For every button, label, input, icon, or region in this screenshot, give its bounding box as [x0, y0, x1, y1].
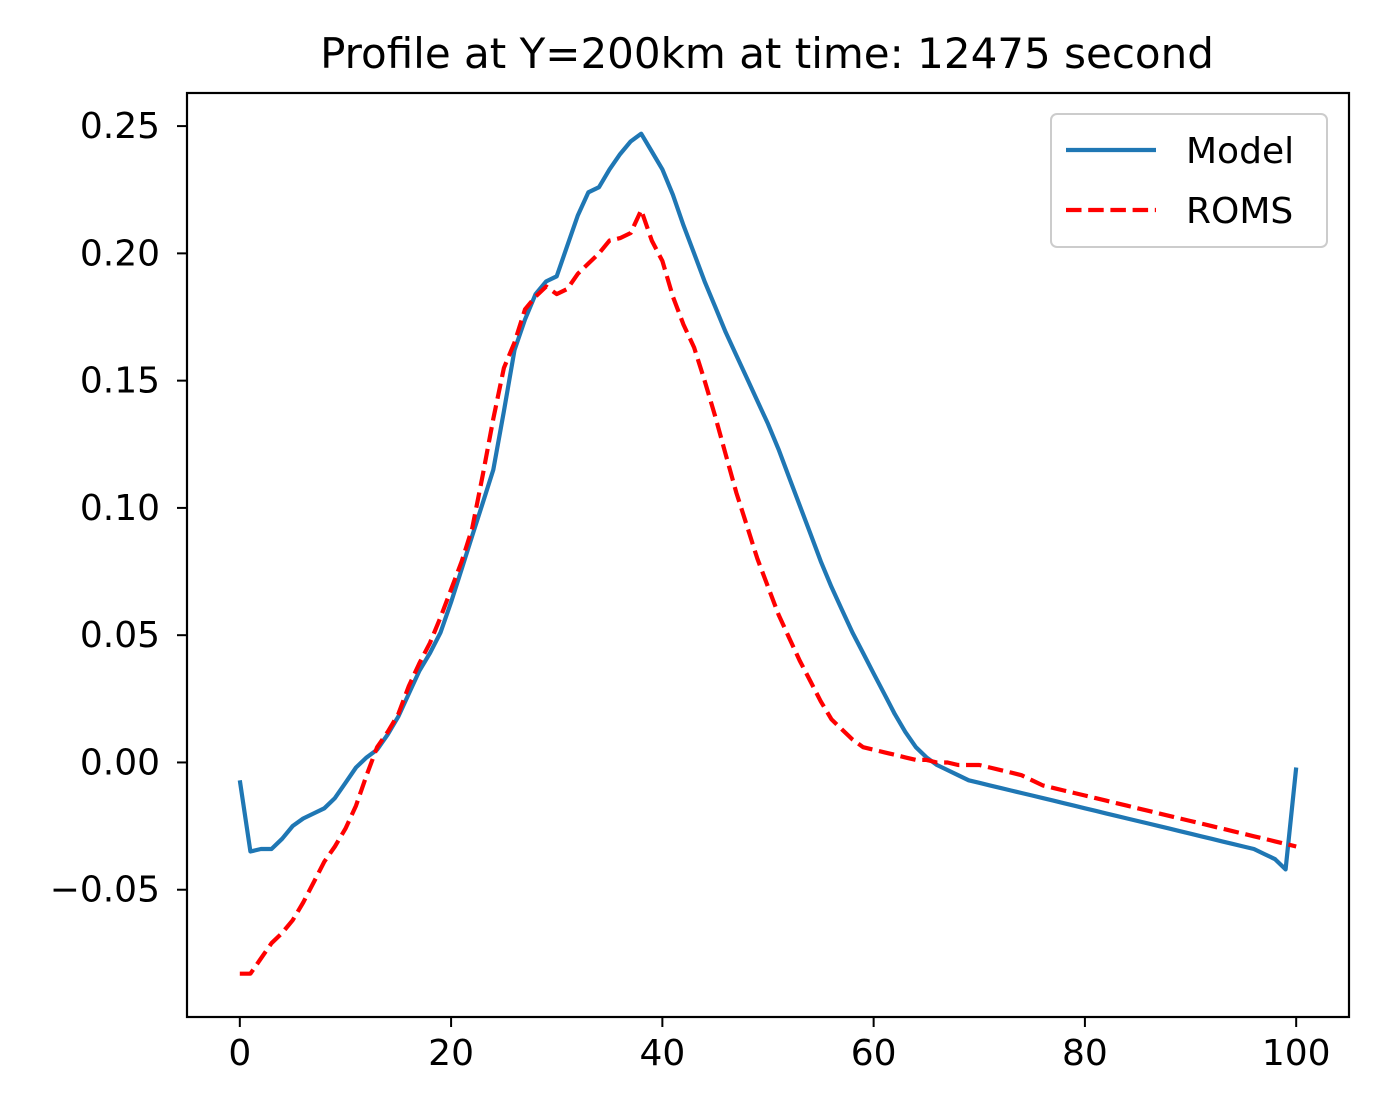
legend-label-model: Model [1186, 131, 1294, 172]
chart-title: Profile at Y=200km at time: 12475 second [320, 29, 1214, 78]
y-tick-label: 0.20 [80, 233, 160, 274]
x-tick-label: 0 [228, 1033, 251, 1074]
y-tick-label: 0.15 [80, 361, 160, 402]
y-axis: −0.05 0.00 0.05 0.10 0.15 0.20 0.25 [50, 106, 187, 911]
x-axis: 0 20 40 60 80 100 [228, 1017, 1331, 1074]
x-tick-label: 60 [851, 1033, 897, 1074]
series-line-model [237, 131, 1299, 872]
series-layer [237, 131, 1299, 976]
y-tick-label: −0.05 [50, 870, 160, 911]
series-line-roms [239, 208, 1297, 976]
y-tick-label: 0.25 [80, 106, 160, 147]
x-tick-label: 80 [1062, 1033, 1108, 1074]
y-tick-label: 0.05 [80, 615, 160, 656]
legend-box [1050, 113, 1328, 248]
x-tick-label: 100 [1262, 1033, 1331, 1074]
x-tick-label: 20 [428, 1033, 474, 1074]
plot-area [185, 91, 1351, 1019]
axes-frame [185, 91, 1351, 1019]
legend-label-roms: ROMS [1186, 191, 1293, 232]
legend: Model ROMS [1050, 113, 1328, 248]
y-tick-label: 0.00 [80, 742, 160, 783]
x-tick-label: 40 [639, 1033, 685, 1074]
y-tick-label: 0.10 [80, 488, 160, 529]
